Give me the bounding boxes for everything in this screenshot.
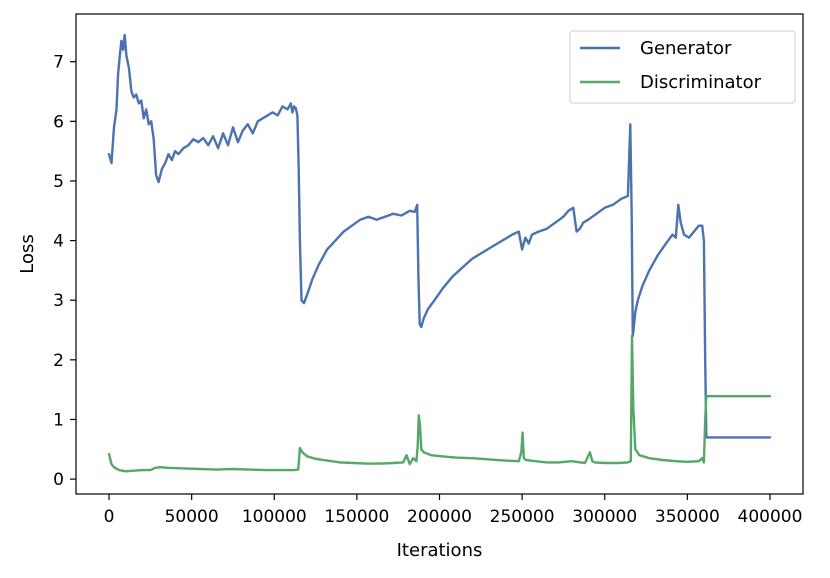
y-tick-label: 4 bbox=[53, 232, 64, 252]
legend: Generator Discriminator bbox=[569, 30, 796, 104]
x-tick-label: 400000 bbox=[738, 507, 803, 527]
x-tick-label: 50000 bbox=[165, 507, 219, 527]
x-tick-label: 300000 bbox=[572, 507, 637, 527]
x-tick-label: 0 bbox=[104, 507, 115, 527]
legend-label-discriminator: Discriminator bbox=[640, 72, 762, 93]
x-tick-label: 150000 bbox=[324, 507, 389, 527]
y-tick-label: 7 bbox=[53, 53, 64, 73]
x-tick-label: 200000 bbox=[407, 507, 472, 527]
x-tick-label: 250000 bbox=[490, 507, 555, 527]
plot-frame bbox=[75, 13, 804, 495]
x-tick-label: 350000 bbox=[655, 507, 720, 527]
x-tick-label: 100000 bbox=[242, 507, 307, 527]
legend-box bbox=[569, 30, 796, 104]
legend-label-generator: Generator bbox=[640, 38, 732, 59]
x-axis-ticks: 0 50000 100000 150000 200000 250000 300000 3500… bbox=[104, 494, 803, 527]
series-line-generator bbox=[107, 33, 772, 439]
y-tick-label: 5 bbox=[53, 172, 64, 192]
y-tick-label: 0 bbox=[53, 470, 64, 490]
y-tick-label: 6 bbox=[53, 112, 64, 132]
y-tick-label: 1 bbox=[53, 410, 64, 430]
y-tick-label: 2 bbox=[53, 351, 64, 371]
series-layer bbox=[107, 33, 772, 473]
series-line-discriminator bbox=[107, 334, 772, 473]
y-axis-ticks: 0 1 2 3 4 5 6 7 bbox=[53, 53, 76, 490]
y-axis-label: Loss bbox=[17, 234, 38, 273]
y-tick-label: 3 bbox=[53, 291, 64, 311]
x-axis-label: Iterations bbox=[397, 540, 483, 561]
